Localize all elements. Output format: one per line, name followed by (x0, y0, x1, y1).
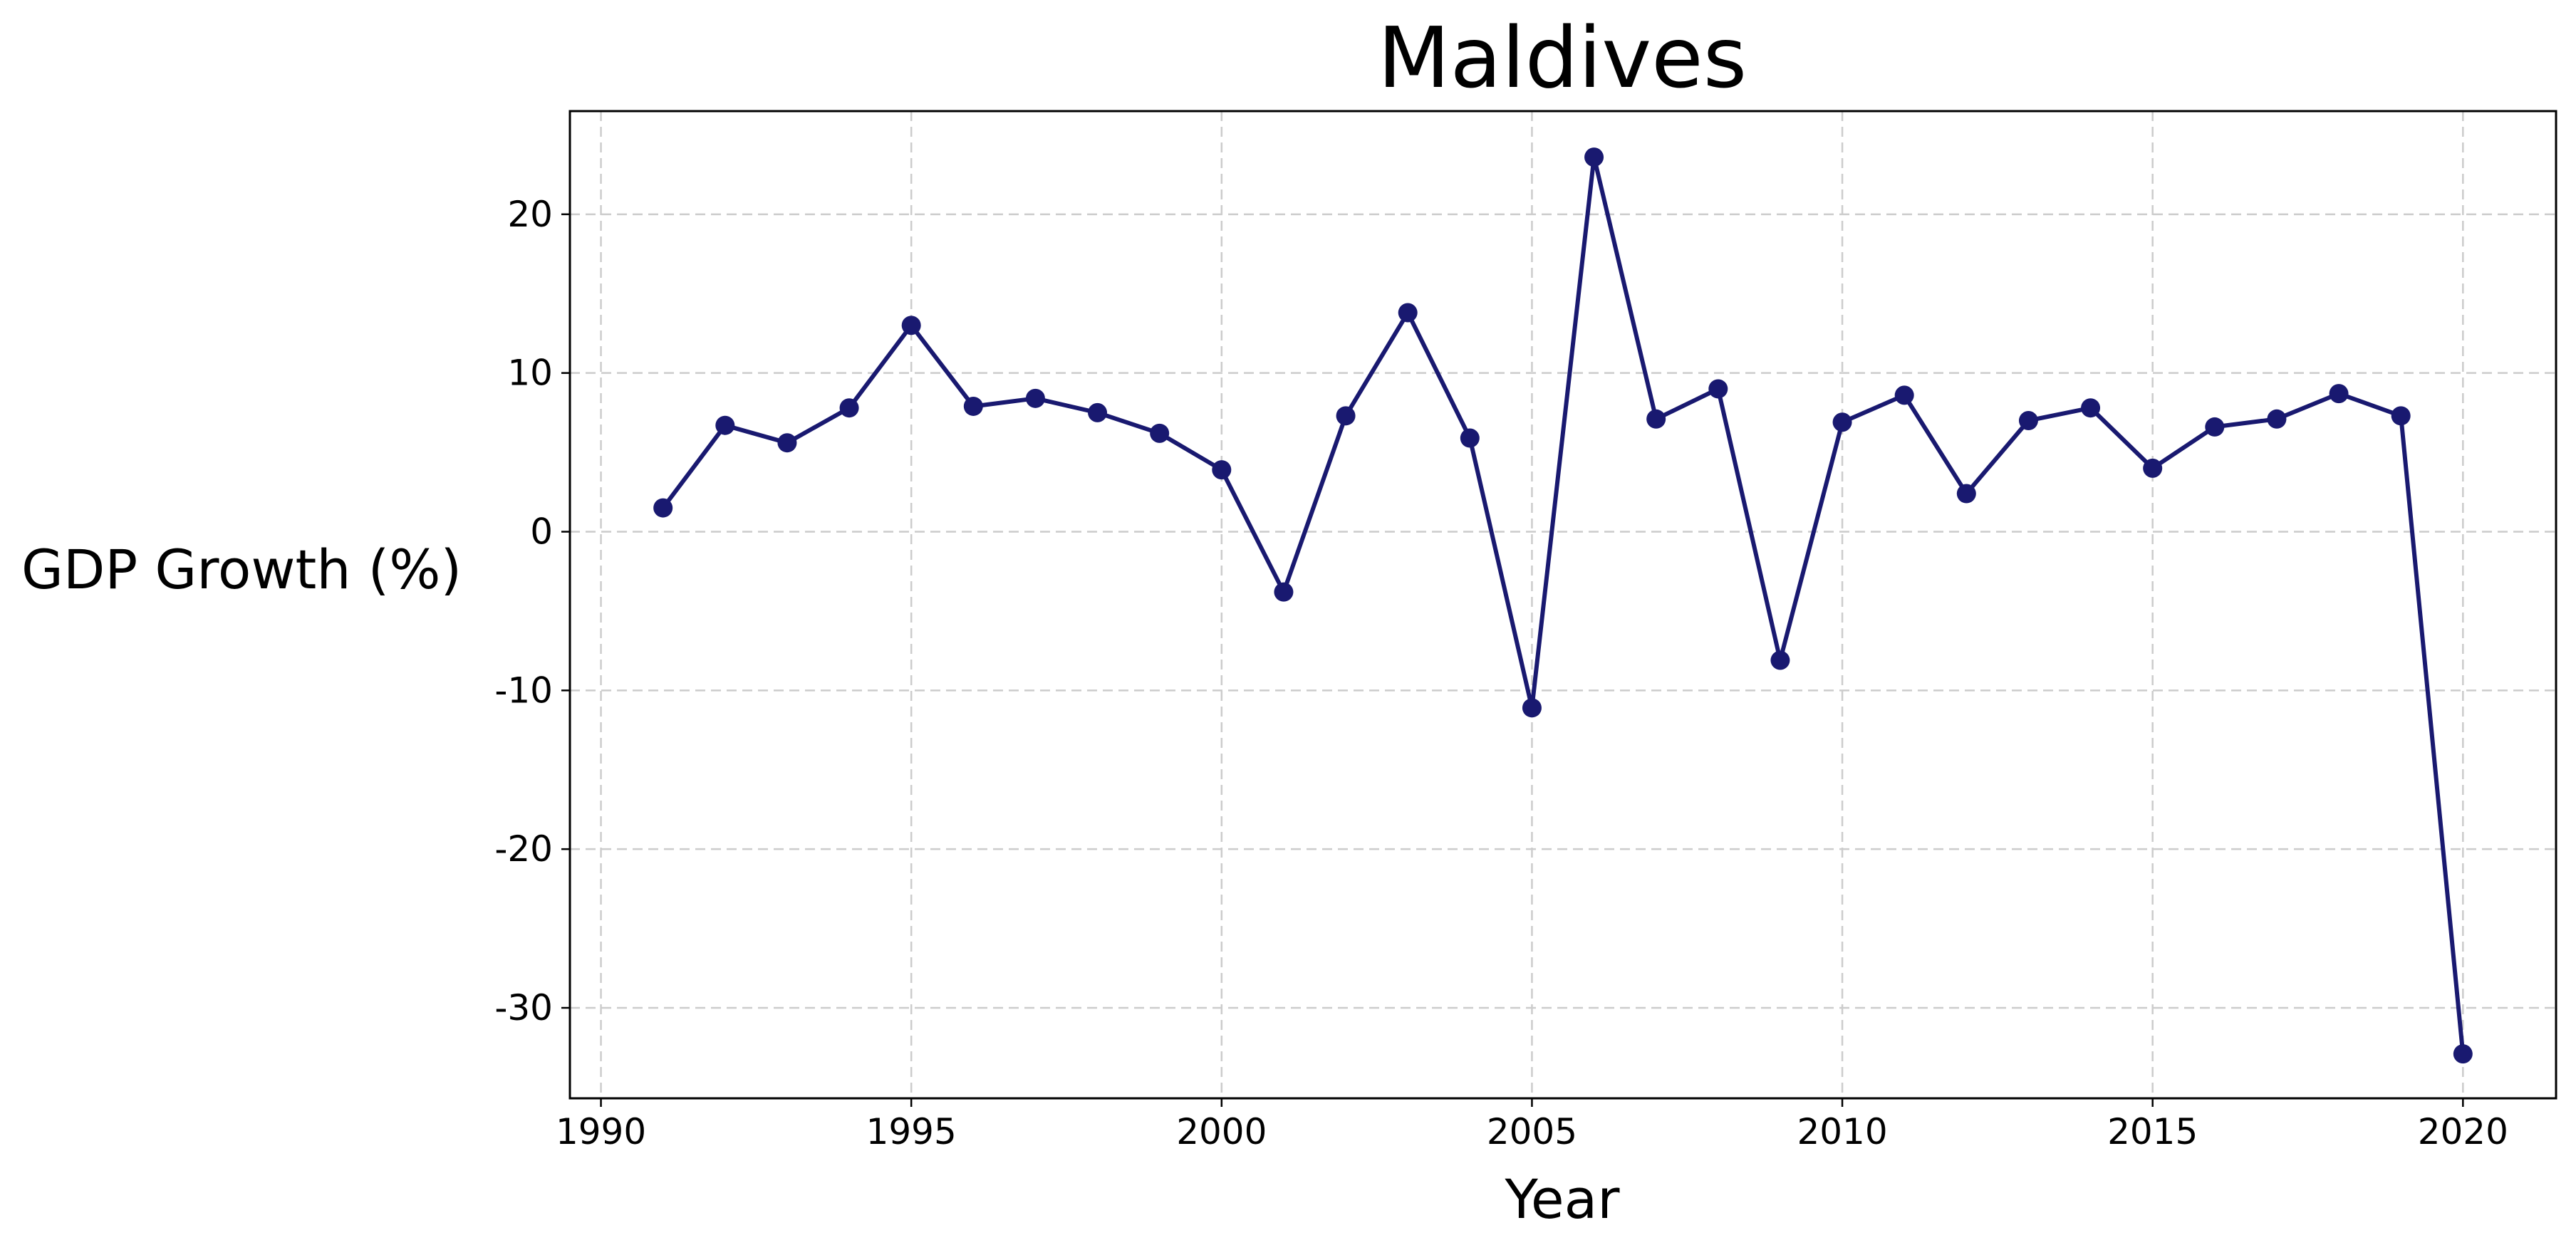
data-point (1088, 402, 1108, 422)
x-axis: 1990 1995 2000 2005 2010 2015 2020 (556, 1098, 2508, 1152)
data-point (715, 415, 735, 435)
series-line (661, 155, 2466, 1054)
x-tick-label: 1990 (556, 1111, 646, 1152)
x-tick-label: 2015 (2107, 1111, 2198, 1152)
plot-frame (568, 110, 2557, 1100)
data-point (1336, 406, 1356, 426)
x-axis-title: Year (1505, 1167, 1621, 1231)
data-point (1274, 582, 1294, 602)
data-point (2081, 398, 2101, 418)
x-tick-label: 2020 (2418, 1111, 2508, 1152)
y-tick-label: 0 (530, 511, 553, 552)
data-point (2143, 458, 2163, 478)
data-point (1460, 428, 1480, 448)
data-point (1894, 385, 1914, 405)
y-tick-label: -30 (494, 987, 553, 1029)
data-line-group (661, 155, 2466, 1054)
data-point (2453, 1044, 2473, 1064)
data-point (1708, 379, 1728, 399)
data-points (653, 147, 2473, 1064)
x-tick-label: 1995 (866, 1111, 957, 1152)
y-axis: -30 -20 -10 0 10 20 (494, 194, 570, 1029)
grid (570, 111, 2556, 1098)
y-tick-label: 10 (507, 353, 553, 394)
x-tick-label: 2010 (1797, 1111, 1887, 1152)
data-point (1956, 484, 1976, 504)
x-tick-label: 2005 (1487, 1111, 1577, 1152)
x-tick-label: 2000 (1176, 1111, 1267, 1152)
data-point (2391, 406, 2411, 426)
data-point (1025, 388, 1045, 408)
data-point (653, 498, 673, 518)
data-point (2267, 409, 2287, 429)
y-tick-label: -20 (494, 828, 553, 870)
data-point (1398, 303, 1418, 323)
data-point (1646, 409, 1666, 429)
data-point (1584, 147, 1604, 167)
data-point (777, 433, 797, 453)
data-point (1832, 412, 1852, 432)
data-point (901, 316, 921, 335)
data-point (839, 398, 859, 418)
data-point (1522, 698, 1542, 718)
y-tick-label: 20 (507, 194, 553, 235)
data-point (2205, 417, 2225, 437)
y-tick-label: -10 (494, 670, 553, 711)
data-point (2018, 411, 2038, 431)
data-point (963, 396, 983, 416)
data-point (1770, 650, 1790, 670)
data-point (2329, 384, 2349, 404)
y-axis-title: GDP Growth (%) (21, 538, 462, 601)
chart-title: Maldives (1378, 9, 1747, 107)
data-point (1212, 460, 1232, 480)
data-point (1150, 423, 1170, 443)
